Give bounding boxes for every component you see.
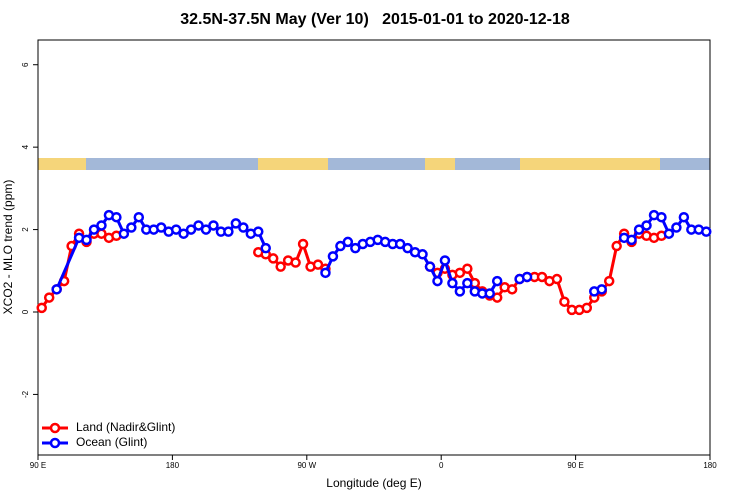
- point: [51, 284, 62, 295]
- point: [671, 222, 682, 233]
- point: [290, 257, 301, 268]
- point: [133, 211, 145, 223]
- point: [432, 275, 443, 287]
- point: [200, 224, 212, 235]
- point: [185, 224, 197, 235]
- point: [506, 284, 518, 295]
- point: [626, 234, 637, 246]
- point: [312, 259, 324, 270]
- point: [633, 224, 645, 235]
- point: [178, 228, 189, 239]
- legend-label: Ocean (Glint): [76, 435, 147, 449]
- point: [551, 273, 563, 285]
- point: [521, 271, 533, 283]
- point: [656, 211, 667, 223]
- point: [439, 255, 451, 266]
- point: [424, 261, 436, 272]
- point: [170, 224, 182, 235]
- point: [81, 234, 92, 246]
- point: [701, 226, 712, 237]
- point: [402, 242, 413, 254]
- point: [454, 267, 466, 279]
- point: [327, 251, 339, 262]
- point: [663, 228, 675, 239]
- legend-swatch-point: [49, 437, 61, 449]
- point: [641, 220, 652, 231]
- point: [36, 302, 47, 314]
- point: [118, 228, 130, 239]
- y-tick-label: 6: [21, 62, 30, 67]
- land-mask-strip: [38, 158, 710, 170]
- point: [454, 286, 466, 297]
- point: [447, 277, 458, 289]
- point: [603, 275, 615, 287]
- x-tick-label: 0: [439, 461, 444, 470]
- y-tick-label: -2: [21, 390, 30, 398]
- point: [462, 277, 473, 289]
- point: [462, 263, 473, 274]
- point: [126, 222, 137, 233]
- point: [678, 211, 690, 223]
- point: [335, 240, 346, 252]
- point: [155, 222, 167, 233]
- point: [559, 296, 570, 307]
- point: [223, 226, 234, 237]
- point: [320, 267, 331, 279]
- chart-title: 32.5N-37.5N May (Ver 10) 2015-01-01 to 2…: [180, 11, 570, 28]
- point: [238, 222, 249, 233]
- point: [96, 220, 107, 231]
- x-tick-label: 180: [166, 461, 180, 470]
- x-tick-label: 90 E: [567, 461, 583, 470]
- y-tick-label: 4: [21, 144, 30, 149]
- point: [260, 242, 271, 254]
- x-tick-label: 180: [703, 461, 717, 470]
- y-tick-label: 0: [21, 309, 30, 314]
- point: [536, 271, 548, 283]
- plot-frame: [37, 39, 711, 456]
- point: [88, 224, 100, 235]
- point: [611, 240, 622, 252]
- point: [111, 211, 122, 223]
- point: [267, 253, 279, 264]
- point: [297, 238, 309, 250]
- point: [417, 249, 428, 260]
- point: [275, 261, 286, 272]
- point: [43, 292, 55, 303]
- point: [193, 220, 204, 231]
- point: [253, 226, 264, 237]
- point: [596, 284, 607, 295]
- point: [484, 288, 495, 299]
- y-axis-label: XCO2 - MLO trend (ppm): [1, 180, 15, 315]
- x-axis-label: Longitude (deg E): [326, 476, 421, 490]
- point: [491, 292, 503, 303]
- legend-swatch-point: [49, 422, 61, 434]
- x-tick-label: 90 W: [297, 461, 316, 470]
- point: [491, 275, 503, 287]
- y-tick-label: 2: [21, 227, 30, 232]
- point: [581, 302, 593, 314]
- x-tick-label: 90 E: [30, 461, 46, 470]
- point: [342, 236, 354, 248]
- point: [208, 220, 219, 231]
- point: [350, 242, 361, 254]
- point: [230, 218, 242, 229]
- point: [394, 238, 406, 250]
- legend-label: Land (Nadir&Glint): [76, 420, 175, 434]
